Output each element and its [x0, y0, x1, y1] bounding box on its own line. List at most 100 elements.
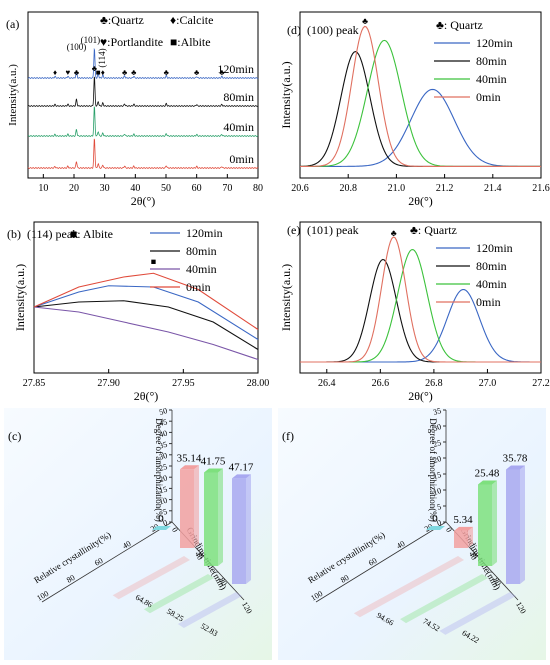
x-tick-label: 27.90	[97, 378, 120, 389]
bar-value-label-40: 5.34	[453, 514, 473, 526]
crystallinity-tick-label: 80	[339, 573, 350, 585]
bar-side-80	[218, 468, 223, 566]
bar-top-0	[426, 526, 445, 530]
legend-label-0min: 0min	[476, 90, 501, 104]
peak-marker: ♣	[164, 68, 170, 77]
x-tick-label: 21.4	[484, 183, 502, 194]
x-axis-label: 2θ(°)	[408, 194, 433, 208]
x-tick-label: 70	[222, 183, 232, 194]
y-axis-label: Intensity(a.u.)	[279, 61, 293, 128]
panel-e: (e) (101) peak 26.4 26.6 26.8 27.0 27.2 2θ(°) In…	[279, 221, 550, 403]
crystallinity-tick-label: 40	[121, 539, 132, 551]
y-tick-label: 5	[436, 502, 442, 512]
y-axis-label: Intensity(a.u.)	[7, 64, 19, 126]
panel-background	[4, 408, 272, 660]
y-tick-label: 10	[432, 486, 442, 497]
x-tick-label: 28.00	[247, 378, 270, 389]
x-axis-label: 2θ(°)	[131, 194, 156, 208]
legend-entry-3: ■:Albite	[170, 35, 211, 49]
bar-top-40	[454, 526, 473, 531]
bar-side-80	[492, 480, 497, 566]
y-tick-label: 20	[158, 473, 168, 484]
y-tick-label: 0	[162, 518, 168, 528]
x-tick-label: 21.0	[388, 183, 406, 194]
bar-value-label-0: 0	[432, 513, 438, 525]
bar-side-120	[246, 474, 251, 584]
y-tick-label: 15	[158, 485, 168, 496]
legend-entry-1: ♦:Calcite	[170, 13, 213, 27]
grinding-tick-label: 0	[170, 526, 180, 534]
crystallinity-tick-label: 80	[65, 573, 76, 585]
peak-label-101: (101)	[81, 35, 101, 45]
panel-a: (a) 10 20 30 40 50 60 70 80 2θ(°) Intensity(a.u.) 1…	[6, 11, 263, 208]
series-line-80min	[299, 51, 541, 167]
x-tick-label: 27.0	[479, 378, 497, 389]
series-line-0min	[33, 272, 259, 330]
x-tick-label: 80	[253, 183, 263, 194]
crystallinity-tick-label: 40	[395, 539, 406, 551]
panel-d: (d) (100) peak 20.6 20.8 21.0 21.2 21.4 21.6 2θ(…	[279, 11, 550, 208]
x-tick-label: 27.95	[172, 378, 195, 389]
x-tick-label: 20.6	[291, 183, 309, 194]
series-line-120min	[27, 47, 259, 79]
bar-value-label-40: 35.14	[177, 452, 202, 464]
bar-value-label-120: 47.17	[229, 461, 254, 473]
series-label-0min: 0min	[229, 152, 254, 166]
y-tick-label: 45	[158, 417, 168, 428]
amorphization-axis-label: Degree of amorphization(%)	[428, 418, 438, 521]
panel-label: (e)	[287, 223, 300, 237]
x-tick-label: 20.8	[339, 183, 357, 194]
x-tick-label: 10	[38, 183, 48, 194]
crystallinity-tick-label: 60	[367, 556, 378, 568]
bar-value-label-80: 25.48	[475, 467, 500, 479]
x-axis-label: 2θ(°)	[134, 389, 159, 403]
series-label-40min: 40min	[223, 120, 254, 134]
x-tick-label: 26.4	[318, 378, 336, 389]
bar-front-80	[204, 472, 218, 566]
bar-top-0	[152, 526, 171, 530]
bar-value-label-0: 0	[158, 513, 164, 525]
y-tick-label: 30	[432, 422, 442, 433]
peak-marker: ♣	[122, 68, 128, 77]
y-tick-label: 30	[158, 451, 168, 462]
x-tick-label: 60	[192, 183, 202, 194]
x-axis-label: 2θ(°)	[408, 389, 433, 403]
y-axis-label: Intensity(a.u.)	[13, 264, 27, 331]
y-tick-label: 5	[162, 507, 168, 517]
amorphization-axis-label: Degree of amorphization(%)	[154, 418, 164, 521]
bar-side-120	[520, 465, 525, 584]
bar-side-40	[194, 465, 199, 548]
peak-marker: ♣	[391, 228, 397, 238]
y-tick-label: 35	[158, 440, 168, 451]
panel-title: (114) peak	[27, 227, 78, 241]
x-tick-label: 21.2	[436, 183, 454, 194]
peak-marker: ♣	[219, 68, 225, 77]
legend-title: ■: Albite	[70, 227, 113, 241]
legend-label-120min: 120min	[186, 226, 223, 240]
legend-label-40min: 40min	[476, 72, 507, 86]
crystallinity-tick-label: 60	[93, 556, 104, 568]
grinding-tick-label: 40	[467, 550, 479, 561]
y-tick-label: 35	[432, 406, 442, 417]
y-tick-label: 20	[432, 454, 442, 465]
legend-label-40min: 40min	[186, 262, 217, 276]
x-tick-label: 40	[130, 183, 140, 194]
peak-label-100: (100)	[67, 42, 87, 52]
legend-label-120min: 120min	[476, 241, 513, 255]
legend-label-80min: 80min	[186, 244, 217, 258]
bar-front-80	[478, 484, 492, 566]
crystallinity-ribbon-80	[143, 574, 214, 614]
y-tick-label: 0	[436, 518, 442, 528]
legend-label-40min: 40min	[476, 277, 507, 291]
series-line-0min	[299, 25, 541, 167]
legend-label-0min: 0min	[186, 280, 211, 294]
grinding-tick-label: 80	[491, 576, 503, 587]
y-tick-label: 50	[158, 406, 168, 417]
legend-label-80min: 80min	[476, 259, 507, 273]
panel-label: (d)	[287, 23, 301, 37]
grinding-tick-label: 40	[193, 550, 205, 561]
panel-label: (c)	[8, 429, 21, 443]
series-line-80min	[27, 76, 259, 107]
x-tick-label: 27.85	[23, 378, 46, 389]
